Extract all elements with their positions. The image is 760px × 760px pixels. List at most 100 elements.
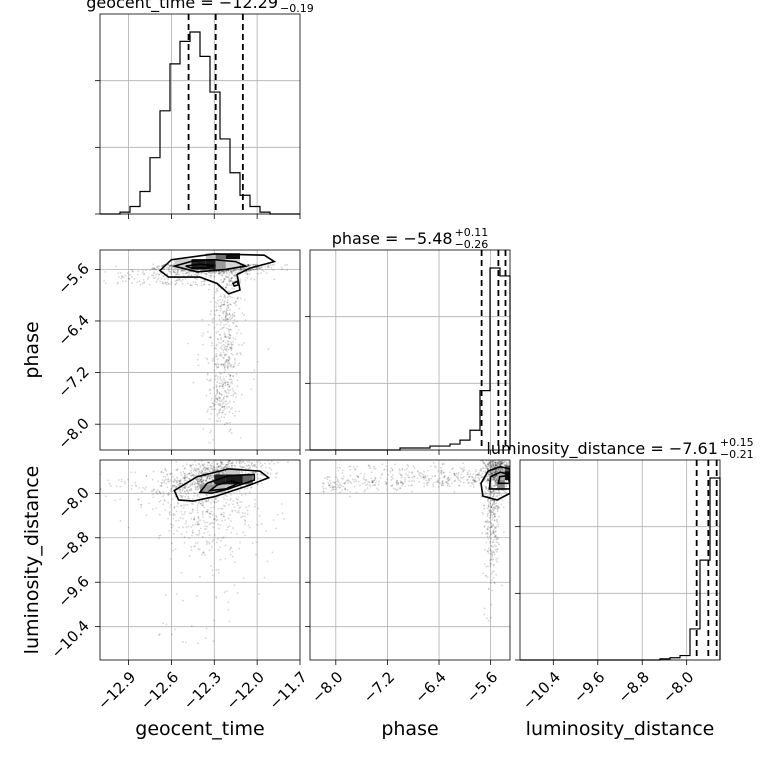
sample-point [228,280,231,283]
sample-point [220,363,223,366]
sample-point [155,490,158,493]
sample-point [494,530,497,532]
sample-point [216,463,219,466]
sample-point [216,389,219,392]
sample-point [213,466,215,469]
sample-point [206,476,209,478]
sample-point [477,473,479,476]
sample-point [180,495,182,497]
density-bin [225,468,240,475]
sample-point [488,511,491,513]
sample-point [206,509,208,512]
sample-point [412,475,415,478]
sample-point [505,485,508,488]
sample-point [226,456,228,458]
sample-point [231,555,234,558]
sample-point [200,554,203,556]
sample-point [214,309,216,312]
sample-point [391,468,394,471]
sample-point [179,494,181,497]
sample-point [500,584,503,587]
sample-point [441,479,444,482]
sample-point [492,476,495,479]
sample-point [223,318,225,321]
sample-point [496,560,499,563]
sample-point [180,491,182,494]
sample-point [228,620,231,623]
sample-point [220,513,223,516]
sample-point [484,465,487,467]
sample-point [254,464,257,466]
sample-point [130,471,133,474]
tick-label-y-luminosity_distance: −10.4 [48,617,93,662]
sample-point [166,276,168,279]
sample-point [207,461,210,464]
sample-point [500,468,502,471]
sample-point [404,480,406,483]
sample-point [201,343,204,346]
sample-point [159,500,162,502]
sample-point [222,467,225,470]
sample-point [467,473,470,475]
sample-point [222,310,225,313]
sample-point [134,471,137,474]
sample-point [493,491,496,494]
sample-point [226,309,229,312]
sample-point [179,504,182,507]
sample-point [188,272,191,275]
sample-point [229,337,232,339]
sample-point [337,469,340,472]
sample-point [224,348,227,351]
sample-point [344,487,346,490]
sample-point [410,472,413,474]
sample-point [224,382,226,384]
sample-point [386,469,389,472]
sample-point [440,471,442,474]
sample-point [215,385,218,388]
sample-point [224,316,227,318]
sample-point [492,509,495,512]
sample-point [225,341,227,344]
sample-point [219,272,222,275]
density-bin [225,474,243,485]
sample-point [215,308,218,311]
sample-point [216,366,219,369]
sample-point [138,486,141,489]
sample-point [244,471,247,474]
sample-point [492,550,495,553]
sample-point [489,473,492,475]
sample-point [187,274,190,277]
sample-point [221,507,224,510]
sample-point [228,411,231,413]
sample-point [189,464,191,467]
sample-point [206,476,209,479]
sample-point [391,477,394,480]
sample-point [226,360,229,363]
sample-point [492,531,495,534]
sample-point [234,269,236,272]
sample-point [169,264,172,267]
sample-point [173,484,176,487]
sample-point [513,492,515,494]
sample-point [382,468,385,471]
sample-point [205,493,208,496]
sample-point [172,486,174,488]
sample-point [218,392,221,395]
sample-point [501,462,504,464]
sample-point [184,269,187,272]
sample-point [482,572,485,575]
sample-point [490,572,493,575]
sample-point [191,483,193,486]
sample-point [200,527,202,530]
sample-point [495,538,498,540]
sample-point [130,276,133,278]
sample-point [339,491,342,494]
sample-point [502,460,504,463]
sample-point [215,515,218,518]
sample-point [254,505,256,508]
sample-point [239,282,242,284]
sample-point [182,270,185,272]
sample-point [218,412,220,414]
sample-point [273,263,275,266]
sample-point [109,484,112,487]
